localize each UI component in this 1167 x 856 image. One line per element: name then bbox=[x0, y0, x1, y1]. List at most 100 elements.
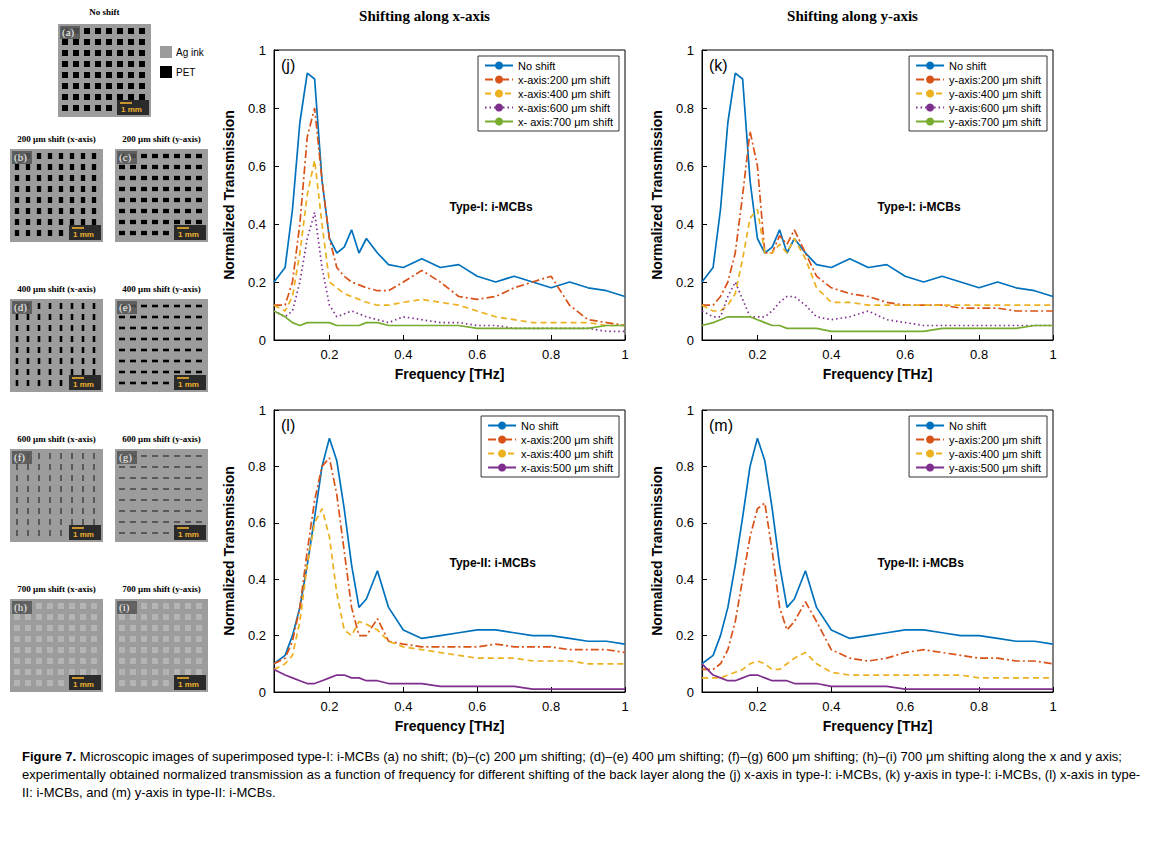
svg-text:(j): (j) bbox=[281, 57, 295, 74]
svg-text:0: 0 bbox=[259, 333, 266, 348]
svg-text:1 mm: 1 mm bbox=[178, 680, 199, 689]
svg-text:Frequency [THz]: Frequency [THz] bbox=[823, 366, 933, 382]
svg-text:0.4: 0.4 bbox=[676, 572, 694, 587]
svg-text:Normalized Transmission: Normalized Transmission bbox=[221, 466, 237, 636]
svg-text:0.2: 0.2 bbox=[676, 628, 694, 643]
svg-text:Type-II: i-MCBs: Type-II: i-MCBs bbox=[878, 556, 965, 570]
svg-text:400 μm shift (x-axis): 400 μm shift (x-axis) bbox=[17, 284, 95, 294]
svg-text:Type-II: i-MCBs: Type-II: i-MCBs bbox=[450, 556, 537, 570]
svg-text:600 μm shift (y-axis): 600 μm shift (y-axis) bbox=[122, 434, 200, 444]
svg-text:0: 0 bbox=[259, 685, 266, 700]
svg-text:0.2: 0.2 bbox=[248, 628, 266, 643]
svg-text:Normalized Transmission: Normalized Transmission bbox=[649, 110, 665, 280]
svg-text:x-axis:600 μm shift: x-axis:600 μm shift bbox=[518, 102, 610, 114]
svg-text:No shift: No shift bbox=[521, 420, 558, 432]
svg-text:0: 0 bbox=[687, 685, 694, 700]
svg-text:(g): (g) bbox=[119, 451, 132, 464]
svg-text:y-axis:400 μm shift: y-axis:400 μm shift bbox=[949, 448, 1041, 460]
svg-text:x- axis:700 μm shift: x- axis:700 μm shift bbox=[518, 116, 613, 128]
svg-text:No shift: No shift bbox=[89, 7, 119, 17]
svg-text:0.2: 0.2 bbox=[676, 275, 694, 290]
svg-text:Normalized Transmission: Normalized Transmission bbox=[649, 466, 665, 636]
svg-text:PET: PET bbox=[176, 67, 195, 78]
svg-text:No shift: No shift bbox=[518, 60, 555, 72]
svg-text:(m): (m) bbox=[709, 417, 733, 434]
svg-text:1: 1 bbox=[687, 403, 694, 418]
svg-text:0.2: 0.2 bbox=[248, 275, 266, 290]
svg-text:Frequency [THz]: Frequency [THz] bbox=[823, 718, 933, 734]
svg-text:(c): (c) bbox=[119, 151, 132, 164]
svg-text:(i): (i) bbox=[119, 601, 130, 614]
svg-text:0.8: 0.8 bbox=[248, 101, 266, 116]
svg-text:y-axis:400 μm shift: y-axis:400 μm shift bbox=[949, 88, 1041, 100]
svg-text:1 mm: 1 mm bbox=[73, 680, 94, 689]
svg-text:0.6: 0.6 bbox=[468, 347, 486, 362]
svg-text:1 mm: 1 mm bbox=[178, 530, 199, 539]
svg-text:1: 1 bbox=[1049, 347, 1056, 362]
svg-text:Frequency [THz]: Frequency [THz] bbox=[395, 366, 505, 382]
svg-text:0.2: 0.2 bbox=[320, 347, 338, 362]
svg-text:0.6: 0.6 bbox=[676, 159, 694, 174]
svg-text:0.6: 0.6 bbox=[896, 699, 914, 714]
svg-text:1 mm: 1 mm bbox=[121, 105, 142, 114]
svg-text:0.6: 0.6 bbox=[248, 159, 266, 174]
svg-text:1: 1 bbox=[259, 403, 266, 418]
svg-text:0.6: 0.6 bbox=[676, 515, 694, 530]
svg-text:(a): (a) bbox=[62, 26, 75, 39]
svg-text:1 mm: 1 mm bbox=[73, 530, 94, 539]
svg-text:x-axis:200 μm shift: x-axis:200 μm shift bbox=[518, 74, 610, 86]
svg-text:0.6: 0.6 bbox=[468, 699, 486, 714]
svg-text:(f): (f) bbox=[14, 451, 25, 464]
svg-text:y-axis:200 μm shift: y-axis:200 μm shift bbox=[949, 74, 1041, 86]
svg-text:y-axis:500 μm shift: y-axis:500 μm shift bbox=[949, 462, 1041, 474]
svg-text:1: 1 bbox=[259, 43, 266, 58]
svg-text:0.2: 0.2 bbox=[748, 347, 766, 362]
svg-text:Normalized Transmission: Normalized Transmission bbox=[221, 110, 237, 280]
svg-text:0.4: 0.4 bbox=[822, 699, 840, 714]
svg-text:0.6: 0.6 bbox=[896, 347, 914, 362]
svg-text:0.2: 0.2 bbox=[748, 699, 766, 714]
svg-text:(l): (l) bbox=[281, 417, 295, 434]
svg-text:0.8: 0.8 bbox=[676, 459, 694, 474]
svg-text:0.4: 0.4 bbox=[676, 217, 694, 232]
svg-text:0.6: 0.6 bbox=[248, 515, 266, 530]
svg-text:(k): (k) bbox=[709, 57, 728, 74]
svg-text:600 μm shift (x-axis): 600 μm shift (x-axis) bbox=[17, 434, 95, 444]
svg-text:1 mm: 1 mm bbox=[73, 380, 94, 389]
svg-text:x-axis:400 μm shift: x-axis:400 μm shift bbox=[518, 88, 610, 100]
svg-text:No shift: No shift bbox=[949, 420, 986, 432]
svg-text:(b): (b) bbox=[14, 151, 27, 164]
svg-text:400 μm shift (y-axis): 400 μm shift (y-axis) bbox=[122, 284, 200, 294]
svg-text:0.8: 0.8 bbox=[676, 101, 694, 116]
svg-text:x-axis:500 μm shift: x-axis:500 μm shift bbox=[521, 462, 613, 474]
svg-text:Type-I: i-MCBs: Type-I: i-MCBs bbox=[878, 200, 961, 214]
svg-text:x-axis:200 μm shift: x-axis:200 μm shift bbox=[521, 434, 613, 446]
svg-text:700 μm shift (y-axis): 700 μm shift (y-axis) bbox=[122, 584, 200, 594]
svg-text:1: 1 bbox=[687, 43, 694, 58]
svg-text:(e): (e) bbox=[119, 301, 132, 314]
svg-text:x-axis:400 μm shift: x-axis:400 μm shift bbox=[521, 448, 613, 460]
svg-text:200 μm shift (y-axis): 200 μm shift (y-axis) bbox=[122, 134, 200, 144]
svg-text:0.8: 0.8 bbox=[248, 459, 266, 474]
svg-text:Type-I: i-MCBs: Type-I: i-MCBs bbox=[450, 200, 533, 214]
svg-text:0.4: 0.4 bbox=[248, 217, 266, 232]
svg-text:Ag ink: Ag ink bbox=[176, 47, 205, 58]
svg-text:0.4: 0.4 bbox=[394, 699, 412, 714]
svg-text:0.4: 0.4 bbox=[394, 347, 412, 362]
svg-text:1: 1 bbox=[621, 699, 628, 714]
svg-text:0.8: 0.8 bbox=[542, 699, 560, 714]
svg-text:0.8: 0.8 bbox=[970, 347, 988, 362]
svg-text:200 μm shift (x-axis): 200 μm shift (x-axis) bbox=[17, 134, 95, 144]
svg-text:(d): (d) bbox=[14, 301, 27, 314]
svg-text:0: 0 bbox=[687, 333, 694, 348]
svg-text:y-axis:700 μm shift: y-axis:700 μm shift bbox=[949, 116, 1041, 128]
svg-text:1: 1 bbox=[621, 347, 628, 362]
svg-text:No shift: No shift bbox=[949, 60, 986, 72]
svg-text:y-axis:200 μm shift: y-axis:200 μm shift bbox=[949, 434, 1041, 446]
svg-text:0.8: 0.8 bbox=[970, 699, 988, 714]
svg-text:0.4: 0.4 bbox=[248, 572, 266, 587]
svg-text:y-axis:600 μm shift: y-axis:600 μm shift bbox=[949, 102, 1041, 114]
svg-text:1 mm: 1 mm bbox=[178, 230, 199, 239]
svg-text:700 μm shift (x-axis): 700 μm shift (x-axis) bbox=[17, 584, 95, 594]
svg-text:0.4: 0.4 bbox=[822, 347, 840, 362]
